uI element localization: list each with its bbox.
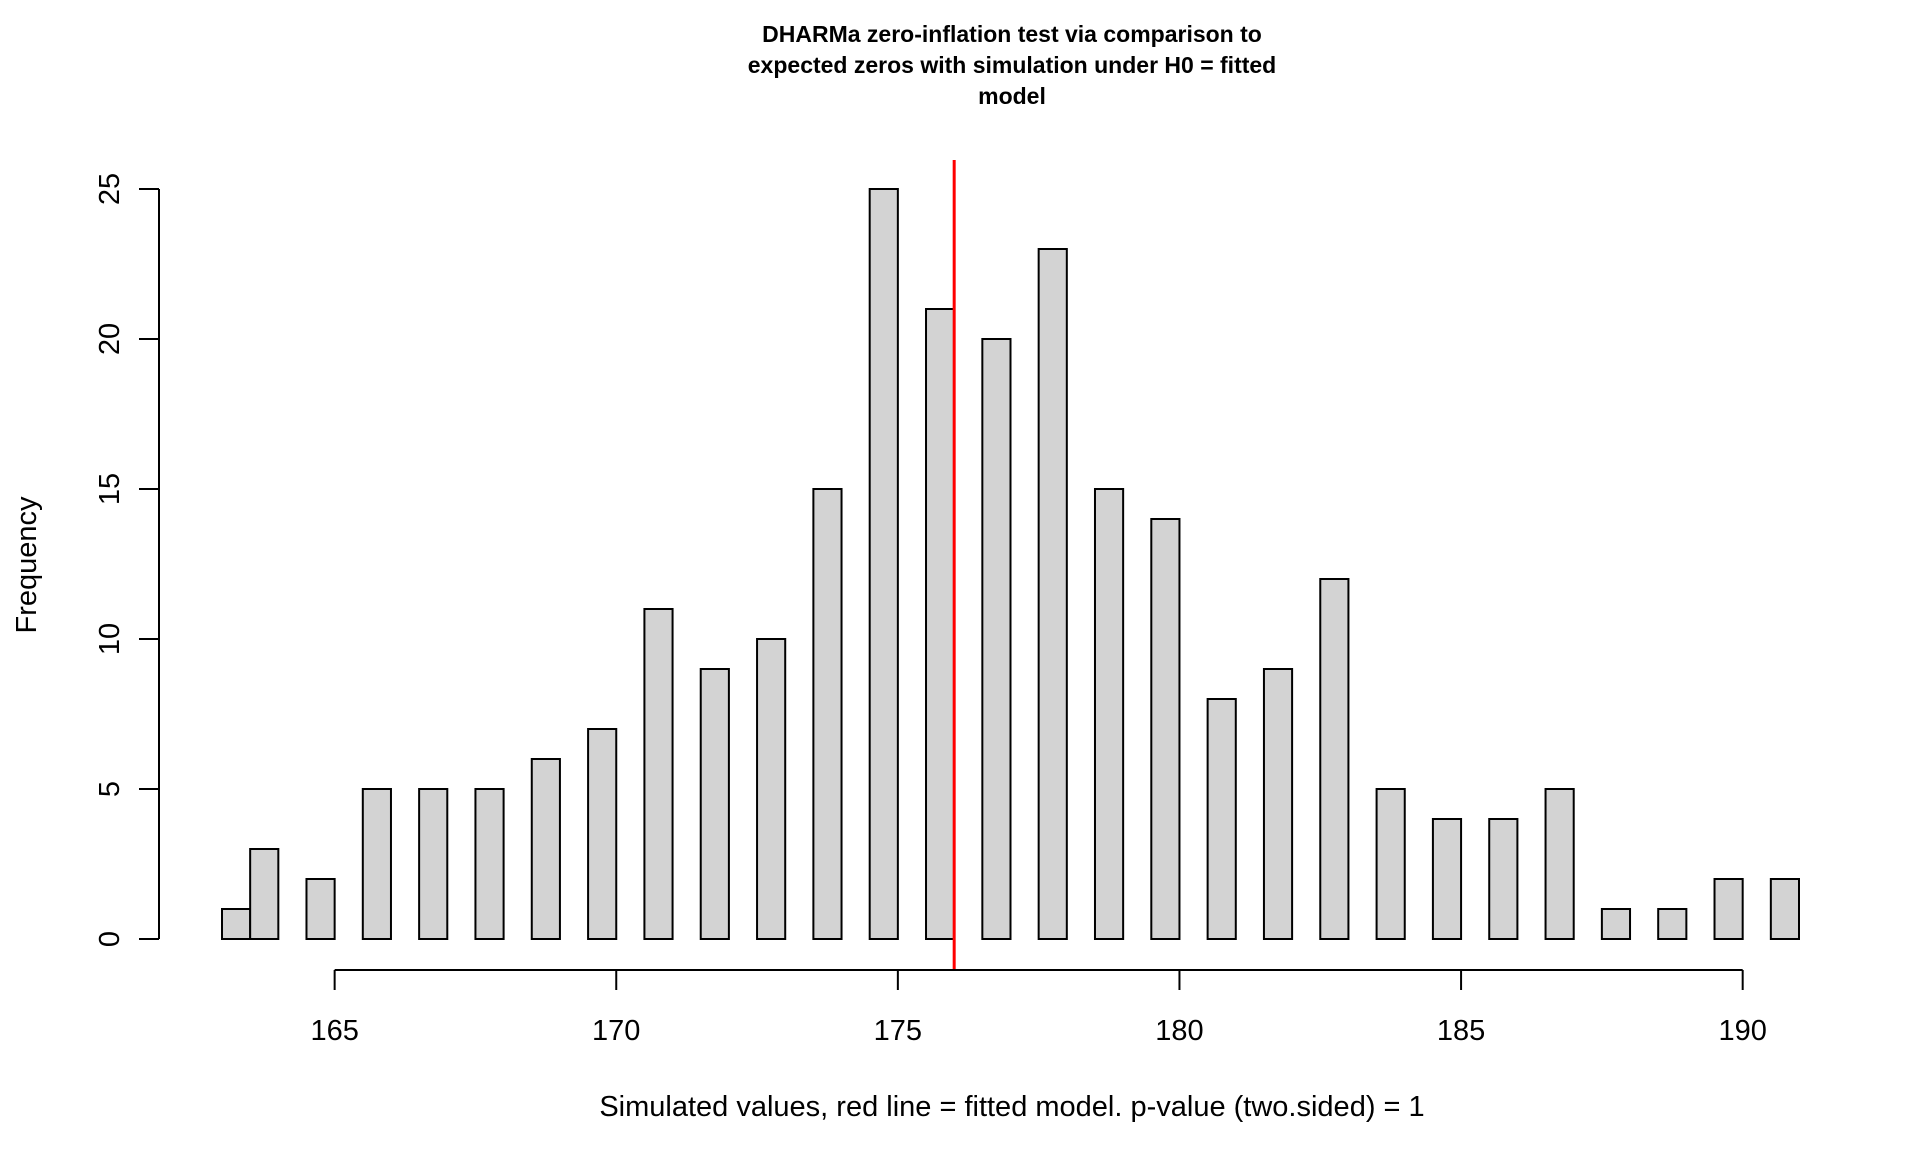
x-tick-label: 190 — [1718, 1015, 1766, 1047]
y-tick-label: 20 — [94, 323, 126, 355]
histogram-bar — [1037, 248, 1068, 940]
histogram-bar — [474, 788, 505, 940]
chart-title-line-3: model — [978, 83, 1046, 109]
histogram-bar — [1488, 818, 1519, 940]
histogram-bar — [925, 308, 956, 940]
x-tick-label: 185 — [1437, 1015, 1485, 1047]
y-tick-label: 0 — [94, 931, 126, 947]
y-tick-label: 15 — [94, 473, 126, 505]
histogram-bar — [1431, 818, 1463, 940]
x-tick-label: 170 — [592, 1015, 640, 1047]
x-tick-label: 180 — [1155, 1015, 1203, 1047]
histogram-bar — [1150, 518, 1181, 940]
histogram-bar — [1319, 578, 1350, 940]
histogram-bar — [643, 608, 674, 940]
y-axis-title: Frequency — [11, 496, 43, 634]
histogram-bar — [361, 788, 392, 940]
histogram-bar — [305, 878, 336, 940]
x-tick-label: 165 — [310, 1015, 358, 1047]
histogram-bar — [1657, 908, 1688, 940]
histogram-bar — [699, 668, 730, 940]
histogram-bar — [1544, 788, 1575, 940]
histogram-bar — [221, 908, 252, 940]
histogram-bar — [1206, 698, 1237, 940]
histogram-bar — [1713, 878, 1744, 940]
histogram-bar — [868, 188, 899, 940]
histogram-bar — [1769, 878, 1800, 940]
histogram-bar — [418, 788, 449, 940]
y-tick-label: 10 — [94, 623, 126, 655]
histogram-bars — [221, 188, 1800, 940]
histogram-bar — [812, 488, 843, 940]
histogram-bar — [1375, 788, 1406, 940]
histogram-bar — [756, 638, 787, 940]
histogram-bar — [249, 848, 280, 940]
histogram-bar — [1262, 668, 1294, 940]
histogram-bar — [530, 758, 561, 940]
x-axis-title: Simulated values, red line = fitted mode… — [599, 1091, 1424, 1123]
histogram-bar — [1600, 908, 1632, 940]
y-tick-label: 25 — [94, 173, 126, 205]
y-axis: 0 5 10 15 20 25 — [94, 173, 160, 947]
x-axis: 165 170 175 180 185 190 — [310, 969, 1767, 1047]
chart-title: DHARMa zero-inflation test via compariso… — [748, 21, 1276, 109]
histogram-bar — [587, 728, 618, 940]
x-tick-label: 175 — [874, 1015, 922, 1047]
chart-title-line-2: expected zeros with simulation under H0 … — [748, 52, 1276, 78]
y-tick-label: 5 — [94, 781, 126, 797]
histogram-bar — [981, 338, 1012, 940]
histogram-bar — [1093, 488, 1125, 940]
chart-title-line-1: DHARMa zero-inflation test via compariso… — [762, 21, 1262, 47]
